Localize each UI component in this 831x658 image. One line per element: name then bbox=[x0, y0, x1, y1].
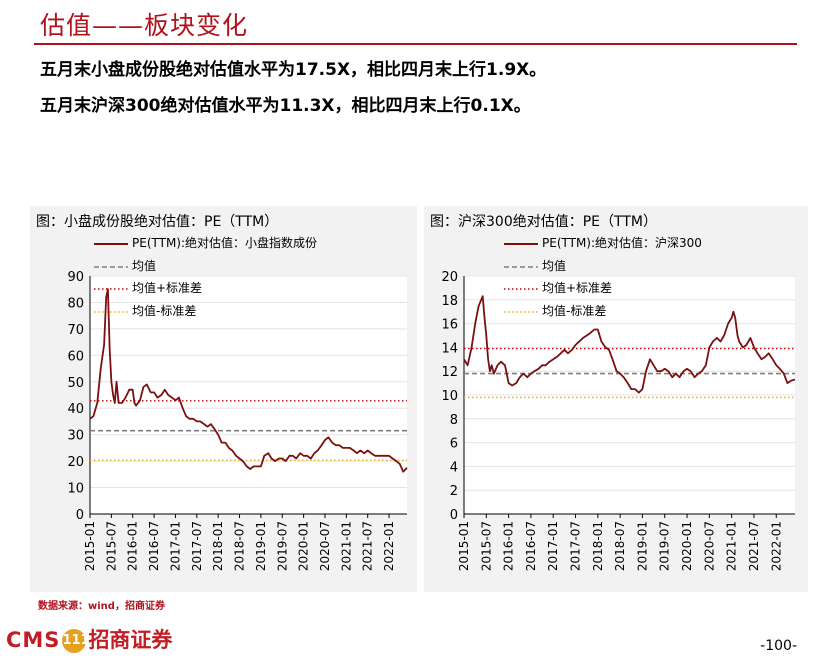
y-tick-label: 10 bbox=[441, 389, 458, 404]
x-tick-label: 2017-07 bbox=[569, 521, 583, 571]
x-tick-label: 2016-01 bbox=[502, 521, 516, 571]
legend-item-mean: 均值 bbox=[94, 257, 156, 274]
y-tick-label: 20 bbox=[441, 270, 458, 285]
x-tick-label: 2020-01 bbox=[297, 521, 311, 571]
x-tick-label: 2021-01 bbox=[725, 521, 739, 571]
y-tick-label: 60 bbox=[67, 349, 84, 364]
legend-item-upper: 均值+标准差 bbox=[94, 279, 202, 296]
legend-label: 均值 bbox=[132, 259, 157, 273]
x-tick-label: 2019-07 bbox=[658, 521, 672, 571]
x-tick-label: 2015-01 bbox=[457, 521, 471, 571]
y-tick-label: 80 bbox=[67, 296, 84, 311]
x-tick-label: 2019-01 bbox=[635, 521, 649, 571]
x-tick-label: 2019-01 bbox=[254, 521, 268, 571]
summary-line-1: 五月末小盘成份股绝对估值水平为17.5X，相比四月末上行1.9X。 bbox=[40, 60, 547, 80]
legend-item-series: PE(TTM):绝对估值：小盘指数成份 bbox=[94, 234, 317, 251]
x-tick-label: 2019-07 bbox=[275, 521, 289, 571]
x-tick-label: 2022-01 bbox=[769, 521, 783, 571]
legend-item-lower: 均值-标准差 bbox=[94, 302, 196, 319]
x-tick-label: 2017-01 bbox=[546, 521, 560, 571]
chart-panel-hs300: 图：沪深300绝对估值：PE（TTM） 0 2 4 6 8 10 12 14 16 18 20 201… bbox=[424, 206, 808, 592]
logo-text: CMS bbox=[6, 628, 61, 652]
y-tick-label: 30 bbox=[67, 429, 84, 444]
y-tick-label: 0 bbox=[76, 508, 84, 523]
x-tick-label: 2016-07 bbox=[147, 521, 161, 571]
y-tick-label: 16 bbox=[441, 318, 458, 333]
data-source-note: 数据来源：wind，招商证券 bbox=[38, 601, 165, 612]
x-tick-label: 2018-07 bbox=[613, 521, 627, 571]
y-tick-label: 18 bbox=[441, 294, 458, 309]
y-tick-label: 70 bbox=[67, 323, 84, 338]
x-tick-label: 2021-07 bbox=[361, 521, 375, 571]
y-tick-label: 8 bbox=[450, 413, 458, 428]
legend-label: 均值-标准差 bbox=[132, 304, 197, 318]
chart-title-hs300: 图：沪深300绝对估值：PE（TTM） bbox=[430, 214, 657, 230]
x-tick-label: 2015-07 bbox=[104, 521, 118, 571]
x-tick-label: 2020-01 bbox=[680, 521, 694, 571]
x-tick-label: 2015-01 bbox=[83, 521, 97, 571]
x-tick-label: 2015-07 bbox=[479, 521, 493, 571]
x-tick-label: 2017-01 bbox=[168, 521, 182, 571]
x-tick-label: 2017-07 bbox=[190, 521, 204, 571]
x-tick-label: 2020-07 bbox=[318, 521, 332, 571]
x-tick-label: 2016-07 bbox=[524, 521, 538, 571]
summary-line-2: 五月末沪深300绝对估值水平为11.3X，相比四月末上行0.1X。 bbox=[40, 96, 531, 116]
page-title: 估值——板块变化 bbox=[40, 11, 249, 40]
y-tick-label: 14 bbox=[441, 341, 458, 356]
chart-smallcap: 0 10 20 30 40 50 60 70 80 90 2015-01 2015-07 2016-01… bbox=[67, 270, 408, 571]
legend-label: 均值+标准差 bbox=[132, 281, 203, 295]
legend-label: 均值 bbox=[542, 259, 567, 273]
coin-icon: 111 bbox=[62, 629, 90, 653]
legend-item-lower: 均值-标准差 bbox=[504, 302, 606, 319]
legend-item-upper: 均值+标准差 bbox=[504, 279, 612, 296]
pe-series-line bbox=[89, 288, 408, 473]
cms-logo: CMS 111招商证券 bbox=[6, 624, 172, 654]
page-number: -100- bbox=[760, 638, 797, 654]
y-tick-label: 10 bbox=[67, 482, 84, 497]
y-tick-label: 4 bbox=[450, 460, 458, 475]
plot-area bbox=[90, 276, 407, 514]
legend-item-mean: 均值 bbox=[504, 257, 566, 274]
x-tick-label: 2020-07 bbox=[702, 521, 716, 571]
x-tick-label: 2018-01 bbox=[591, 521, 605, 571]
legend-label: 均值+标准差 bbox=[542, 281, 613, 295]
y-tick-label: 90 bbox=[67, 270, 84, 285]
y-tick-label: 0 bbox=[450, 508, 458, 523]
legend-label: PE(TTM):绝对估值：沪深300 bbox=[542, 236, 702, 250]
y-tick-label: 20 bbox=[67, 455, 84, 470]
chart-panel-smallcap: 图：小盘成份股绝对估值：PE（TTM） 0 10 20 30 40 50 60 70 80 90 2… bbox=[30, 206, 417, 592]
legend-item-series: PE(TTM):绝对估值：沪深300 bbox=[504, 234, 702, 251]
legend-label: 均值-标准差 bbox=[542, 304, 607, 318]
logo-cn: 招商证券 bbox=[88, 628, 173, 652]
pe-series-line bbox=[463, 295, 796, 394]
title-rule bbox=[34, 43, 797, 45]
legend-label: PE(TTM):绝对估值：小盘指数成份 bbox=[132, 236, 318, 250]
chart-title-smallcap: 图：小盘成份股绝对估值：PE（TTM） bbox=[36, 214, 279, 230]
y-tick-label: 12 bbox=[441, 365, 458, 380]
x-tick-label: 2021-01 bbox=[339, 521, 353, 571]
y-tick-label: 40 bbox=[67, 402, 84, 417]
x-tick-label: 2021-07 bbox=[747, 521, 761, 571]
chart-hs300: 0 2 4 6 8 10 12 14 16 18 20 2015-01 2015-07 2016-01 20… bbox=[441, 270, 796, 571]
y-tick-label: 2 bbox=[450, 484, 458, 499]
x-tick-label: 2016-01 bbox=[126, 521, 140, 571]
y-tick-label: 50 bbox=[67, 376, 84, 391]
y-tick-label: 6 bbox=[450, 437, 458, 452]
x-tick-label: 2018-07 bbox=[233, 521, 247, 571]
x-tick-label: 2018-01 bbox=[211, 521, 225, 571]
x-tick-label: 2022-01 bbox=[382, 521, 396, 571]
